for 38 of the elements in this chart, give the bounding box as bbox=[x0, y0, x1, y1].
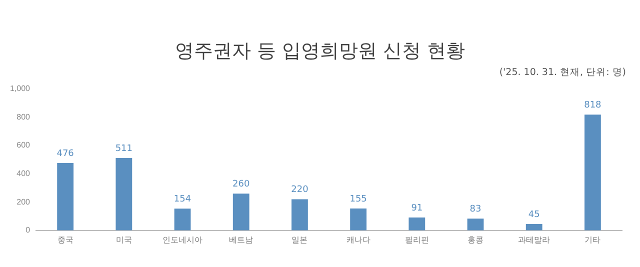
x-tick-label: 베트남 bbox=[229, 235, 254, 244]
bar bbox=[350, 208, 367, 230]
data-label: 220 bbox=[291, 185, 309, 196]
bar bbox=[526, 224, 542, 230]
y-tick-label: 400 bbox=[16, 168, 31, 178]
data-label: 45 bbox=[528, 210, 540, 220]
data-label: 818 bbox=[584, 100, 602, 110]
y-tick-label: 200 bbox=[16, 197, 31, 206]
x-tick-label: 일본 bbox=[292, 235, 308, 244]
y-tick-label: 800 bbox=[16, 112, 31, 122]
x-tick-label: 중국 bbox=[57, 235, 74, 244]
data-label: 154 bbox=[174, 194, 192, 204]
data-label: 260 bbox=[232, 179, 250, 190]
bar bbox=[292, 199, 308, 230]
x-tick-label: 필리핀 bbox=[404, 235, 429, 244]
data-label: 91 bbox=[411, 203, 423, 214]
data-label: 155 bbox=[350, 194, 367, 204]
bar bbox=[57, 163, 74, 230]
x-tick-label: 홍콩 bbox=[468, 235, 484, 244]
bar bbox=[232, 194, 250, 230]
bar bbox=[174, 208, 191, 230]
y-tick-label: 600 bbox=[16, 140, 31, 150]
y-tick-label: 0 bbox=[26, 226, 31, 235]
x-tick-label: 인도네시아 bbox=[162, 235, 203, 244]
chart-subtitle: ('25. 10. 31. 현재, 단위: 명) bbox=[499, 66, 626, 79]
bar bbox=[116, 158, 132, 230]
x-tick-label: 과테말라 bbox=[518, 235, 550, 244]
x-tick-label: 기타 bbox=[584, 235, 601, 244]
chart-title: 영주권자 등 입영희망원 신청 현황 bbox=[174, 39, 466, 64]
x-tick-label: 미국 bbox=[116, 235, 132, 244]
y-tick-label: 1,000 bbox=[10, 84, 31, 94]
x-tick-label: 캐나다 bbox=[346, 235, 370, 244]
data-label: 83 bbox=[470, 204, 482, 214]
bar bbox=[584, 114, 601, 230]
bar bbox=[467, 218, 484, 230]
bar bbox=[408, 218, 426, 230]
data-label: 511 bbox=[115, 144, 133, 154]
data-label: 476 bbox=[56, 148, 74, 159]
